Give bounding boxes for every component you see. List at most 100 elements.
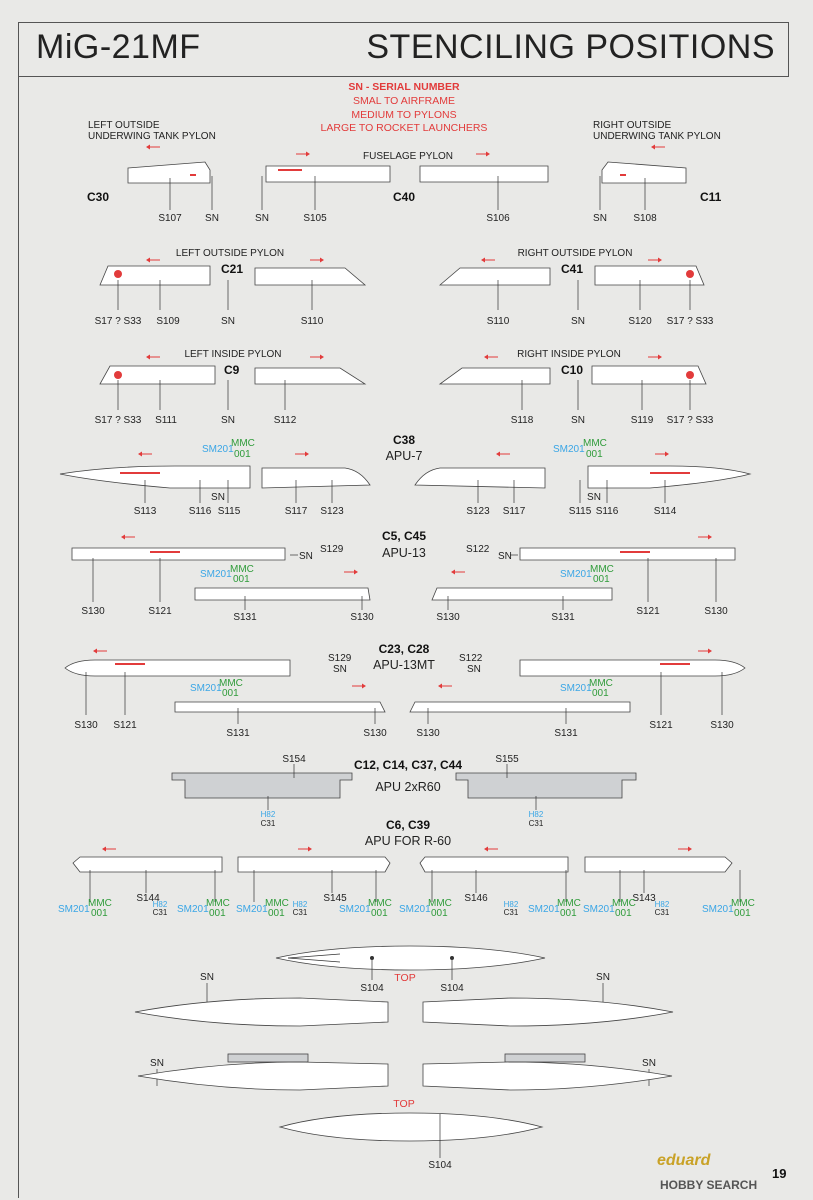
label: S114 [654, 506, 677, 517]
label: S130 [704, 606, 728, 617]
heading-right-inside-pylon: RIGHT INSIDE PYLON [517, 349, 621, 360]
label: S130 [81, 606, 105, 617]
marking-c31: C31 [655, 908, 670, 917]
marking-sm201: SM201 [528, 904, 560, 915]
label: S121 [636, 606, 660, 617]
label: SN [467, 664, 481, 675]
marking-001: 001 [586, 449, 603, 460]
apu13mt-left-rail [64, 659, 291, 677]
label: S130 [363, 728, 387, 739]
marking-sm201: SM201 [58, 904, 90, 915]
label-top: TOP [394, 972, 415, 984]
label: S109 [156, 316, 180, 327]
label: S112 [274, 415, 297, 426]
marking-001: 001 [615, 908, 632, 919]
marking-001: 001 [91, 908, 108, 919]
marking-001: 001 [222, 688, 239, 699]
label: S106 [486, 213, 510, 224]
label: SN [205, 213, 219, 224]
page-frame-right [788, 22, 789, 76]
marking-sm201: SM201 [236, 904, 268, 915]
marking-c31: C31 [153, 908, 168, 917]
label: S130 [350, 612, 374, 623]
heading-fuselage-pylon: FUSELAGE PYLON [363, 151, 453, 162]
part-c11: C11 [700, 190, 722, 204]
brand-logo: eduard [657, 1152, 711, 1169]
marking-mmc: MMC [88, 898, 112, 909]
marking-mmc: MMC [589, 678, 613, 689]
marking-001: 001 [592, 688, 609, 699]
apu13mt-left-lower [174, 701, 386, 713]
marking-sm201: SM201 [560, 683, 592, 694]
marking-sm201: SM201 [583, 904, 615, 915]
page-frame [18, 22, 789, 1198]
marking-mmc: MMC [368, 898, 392, 909]
legend-small: SMAL TO AIRFRAME [353, 95, 455, 107]
label: S17 ? S33 [95, 415, 142, 426]
marking-c31: C31 [293, 908, 308, 917]
apu2xr60-left [171, 772, 353, 799]
drop-tank-lower-right [422, 1061, 673, 1091]
heading-left-outside-pylon: LEFT OUTSIDE PYLON [176, 248, 284, 259]
c11-pylon [601, 161, 687, 184]
label: SN [200, 972, 214, 983]
label: SN [211, 492, 225, 503]
apu7-right-rail [587, 465, 752, 489]
apu2xr60-right [455, 772, 637, 799]
marking-001: 001 [371, 908, 388, 919]
label: S131 [551, 612, 575, 623]
apur60-part-1 [72, 856, 223, 873]
apur60-part-3 [419, 856, 569, 873]
label: S121 [113, 720, 137, 731]
c10-left-half [438, 367, 551, 385]
label: SN [642, 1058, 656, 1069]
marking-001: 001 [234, 449, 251, 460]
label: SN [299, 551, 313, 562]
marking-sm201: SM201 [202, 444, 234, 455]
label: S117 [285, 506, 308, 517]
legend-medium: MEDIUM TO PYLONS [351, 109, 456, 121]
apur60-part-2 [237, 856, 391, 873]
label: S118 [511, 415, 534, 426]
c9-left-half [99, 365, 216, 385]
marking-sm201: SM201 [200, 569, 232, 580]
part-c30: C30 [87, 190, 109, 204]
marking-sm201: SM201 [399, 904, 431, 915]
marking-mmc: MMC [612, 898, 636, 909]
label: S146 [464, 893, 488, 904]
label: S115 [218, 506, 241, 517]
label: S120 [628, 316, 652, 327]
marking-sm201: SM201 [339, 904, 371, 915]
marking-mmc: MMC [265, 898, 289, 909]
drop-tank-side-left [134, 997, 389, 1027]
legend-title: SN - SERIAL NUMBER [348, 81, 460, 93]
apu7-left-rear [261, 467, 371, 489]
label: S110 [487, 316, 510, 327]
label: S131 [233, 612, 257, 623]
label: S122 [466, 544, 490, 555]
c41-right-half [594, 265, 705, 286]
c30-pylon [127, 161, 211, 184]
name-apu13mt: APU-13MT [373, 658, 435, 672]
apu13mt-right-rail [519, 659, 746, 677]
c21-left-half [99, 265, 211, 286]
marking-mmc: MMC [590, 564, 614, 575]
label: S104 [440, 983, 464, 994]
part-c9: C9 [224, 363, 240, 377]
marking-mmc: MMC [428, 898, 452, 909]
c40-left-pylon [265, 165, 391, 183]
label: SN [255, 213, 269, 224]
label: S130 [416, 728, 440, 739]
marking-h82: H82 [153, 900, 168, 909]
label: S115 [569, 506, 592, 517]
label: SN [596, 972, 610, 983]
label: S155 [495, 754, 519, 765]
label: S104 [428, 1160, 452, 1171]
label: S131 [554, 728, 578, 739]
label: S119 [631, 415, 654, 426]
label: S129 [328, 653, 352, 664]
marking-mmc: MMC [206, 898, 230, 909]
label: S104 [360, 983, 384, 994]
header-rule [18, 76, 789, 77]
marking-001: 001 [209, 908, 226, 919]
